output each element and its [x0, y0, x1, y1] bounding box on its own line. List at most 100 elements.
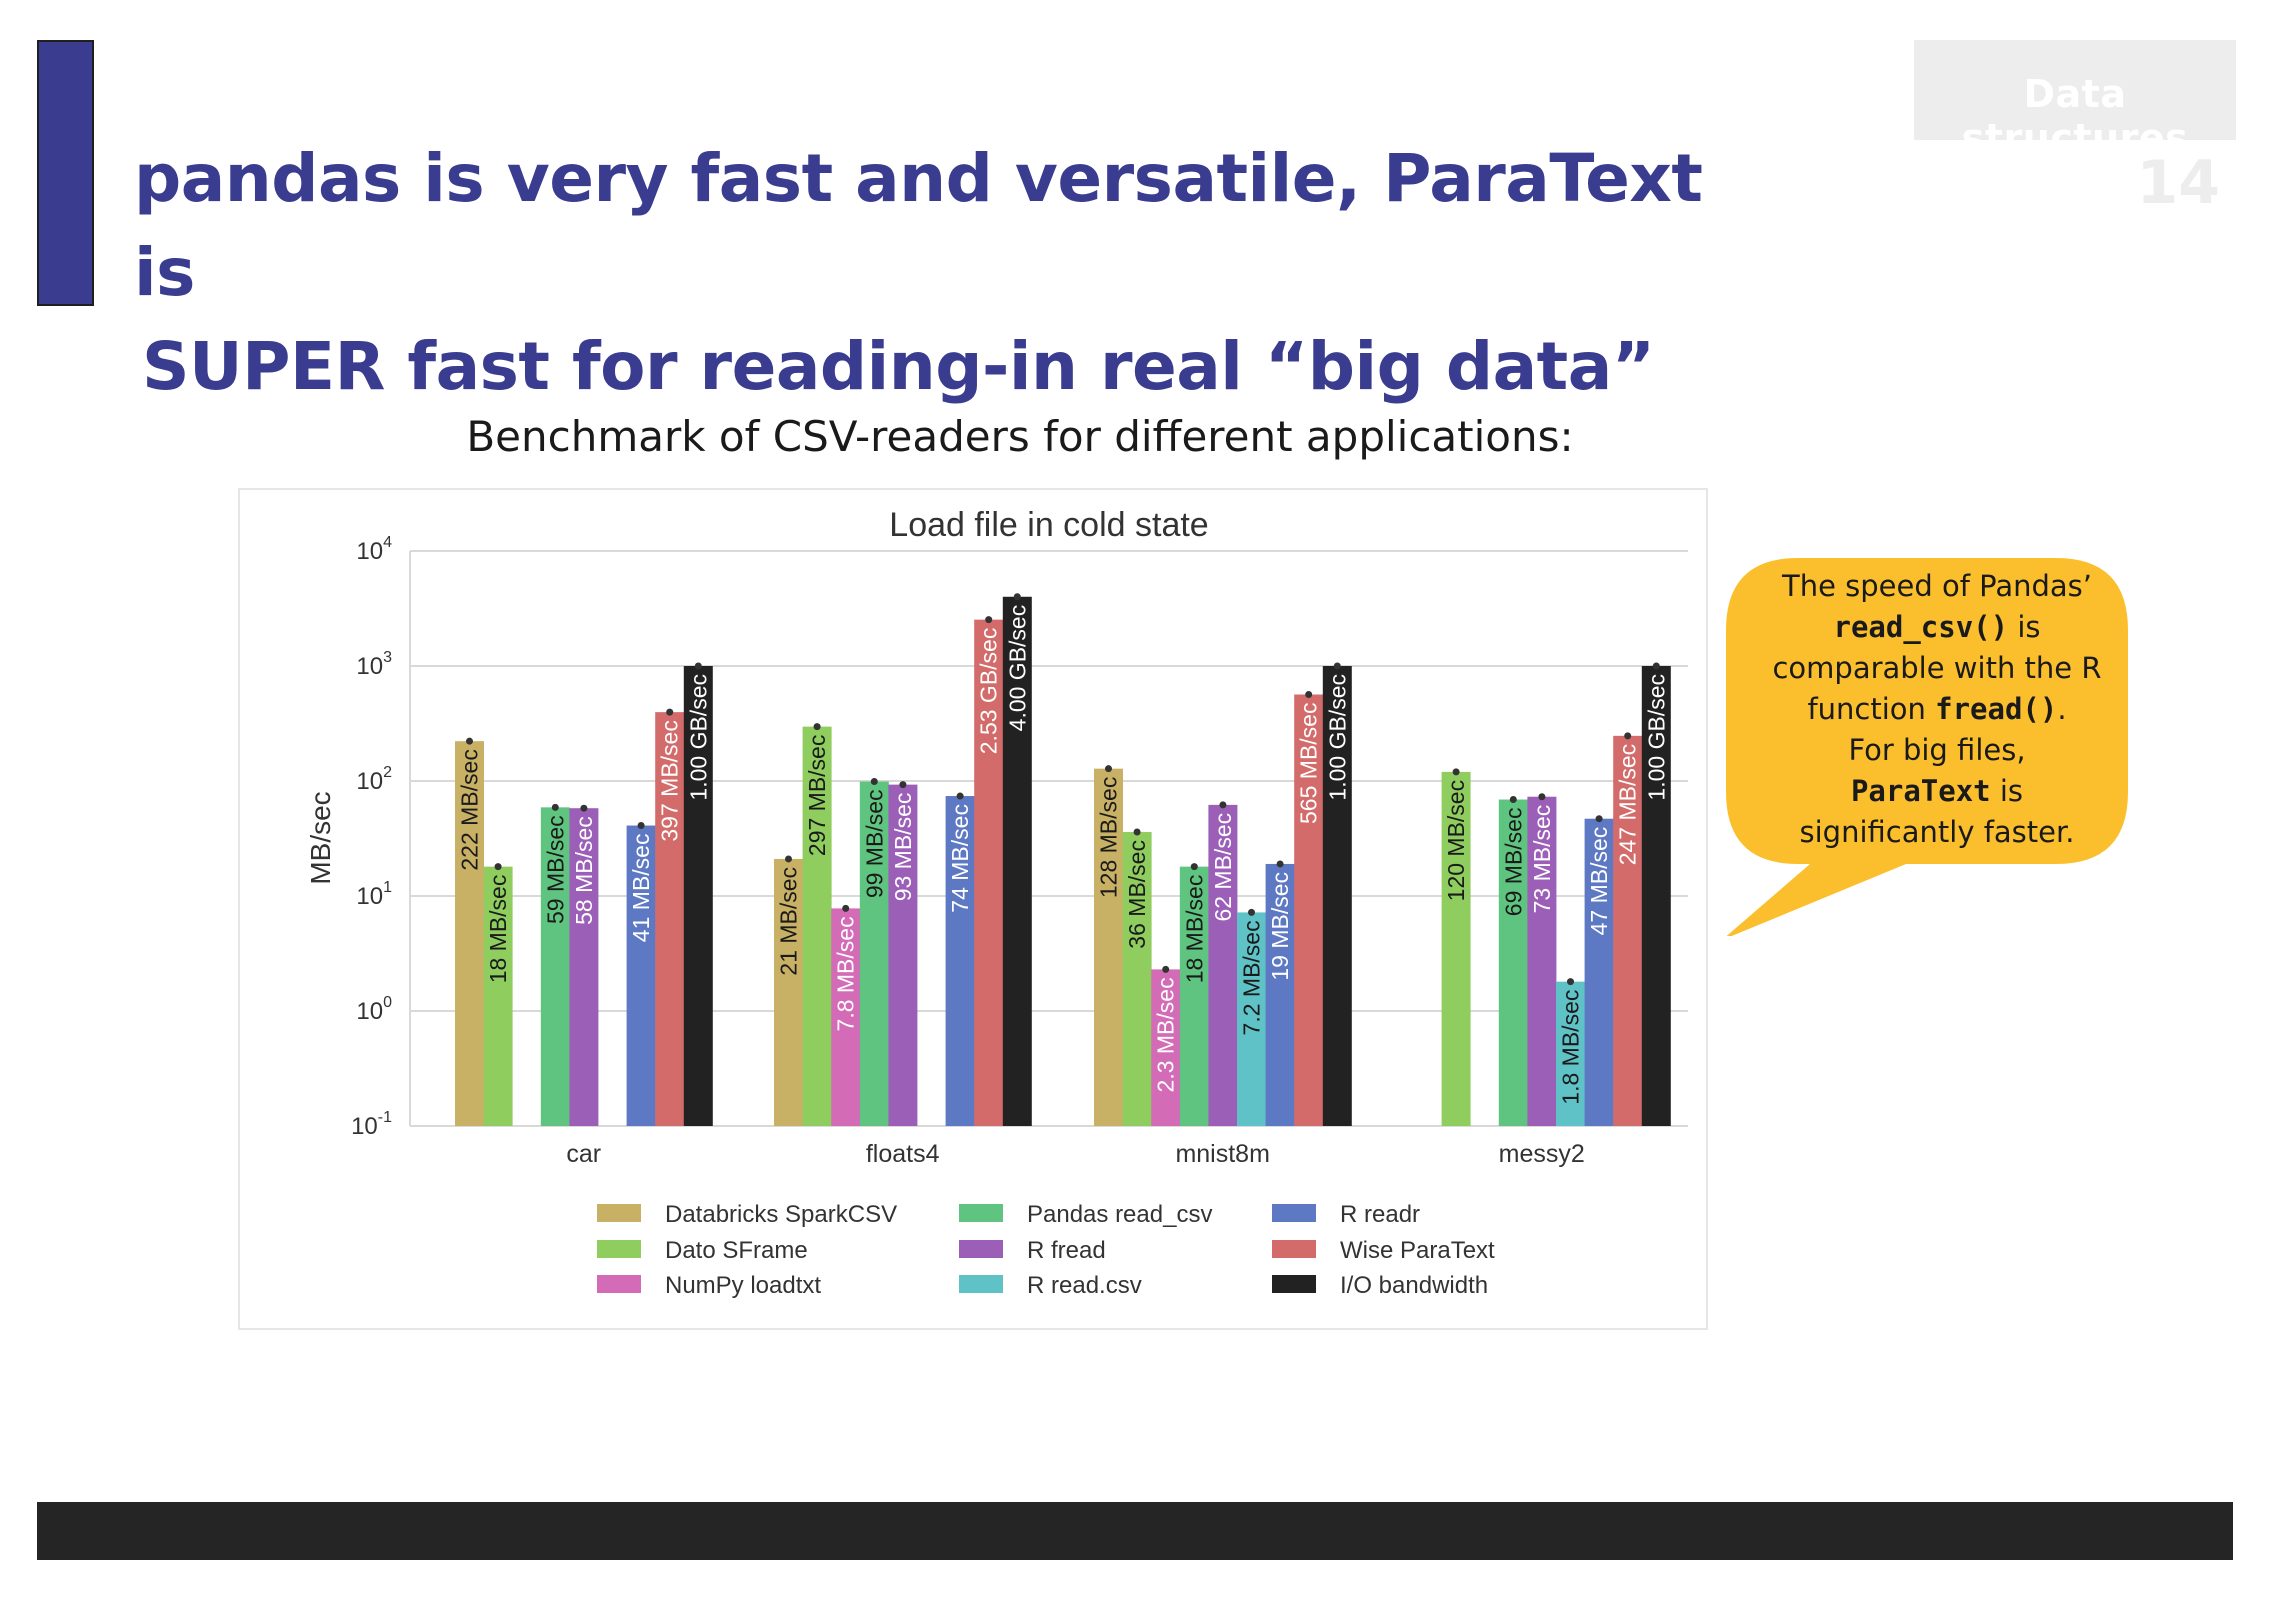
footer-bar	[37, 1502, 2233, 1560]
bar-value-label: 2.53 GB/sec	[976, 628, 1002, 755]
bar	[1498, 799, 1528, 1126]
error-marker	[1190, 863, 1198, 871]
error-marker	[813, 723, 821, 731]
bar	[1584, 818, 1614, 1126]
y-tick-exponent: 0	[383, 994, 392, 1011]
bar	[483, 866, 513, 1126]
callout-line-6: ParaText is	[1744, 771, 2130, 812]
error-marker	[956, 792, 964, 800]
x-tick-label: floats4	[866, 1140, 940, 1168]
callout-code-fread: fread()	[1935, 692, 2058, 726]
bar	[683, 666, 713, 1126]
bar	[1527, 796, 1557, 1126]
error-marker	[1133, 828, 1141, 836]
legend-swatch	[597, 1204, 641, 1222]
error-marker	[1105, 765, 1112, 773]
error-marker	[1013, 593, 1021, 601]
error-marker	[985, 616, 993, 624]
y-tick-label: 100	[356, 994, 392, 1025]
y-tick-exponent: -1	[378, 1109, 392, 1126]
callout-line-4-prefix: function	[1807, 692, 1936, 726]
bar-value-label: 1.00 GB/sec	[1643, 674, 1669, 801]
y-tick-label: 104	[356, 534, 392, 565]
y-tick-label: 10-1	[351, 1109, 392, 1140]
bar	[1441, 771, 1471, 1126]
error-marker	[1333, 662, 1341, 670]
legend-label: NumPy loadtxt	[665, 1272, 821, 1299]
bar	[1556, 981, 1585, 1126]
error-marker	[899, 781, 907, 789]
error-marker	[1452, 768, 1460, 776]
x-tick-label: messy2	[1499, 1140, 1585, 1168]
y-tick-base: 10	[351, 1113, 378, 1140]
bar	[1179, 866, 1209, 1126]
bar	[626, 825, 656, 1126]
callout-line-4-suffix: .	[2057, 692, 2067, 726]
slide-title-line-1: pandas is very fast and versatile, ParaT…	[134, 140, 1703, 311]
x-tick-label: car	[566, 1140, 601, 1168]
bar	[1237, 912, 1266, 1126]
speech-bubble	[1726, 558, 2132, 936]
bar	[774, 858, 803, 1126]
bar-value-label: 73 MB/sec	[1529, 805, 1555, 914]
bar-value-label: 565 MB/sec	[1296, 703, 1322, 824]
slide-title-line-2: SUPER fast for reading-in real “big data…	[142, 328, 1655, 405]
bar	[1265, 863, 1295, 1126]
bar	[1151, 969, 1181, 1126]
bar-value-label: 59 MB/sec	[542, 815, 568, 924]
y-tick-exponent: 3	[383, 649, 392, 666]
bar-value-label: 1.00 GB/sec	[685, 674, 711, 801]
bar	[802, 726, 832, 1126]
bar	[1002, 596, 1032, 1126]
bar	[974, 619, 1004, 1126]
bar-value-label: 7.8 MB/sec	[833, 916, 859, 1031]
callout-line-1: The speed of Pandas’	[1782, 569, 2092, 603]
error-marker	[1595, 815, 1603, 823]
error-marker	[551, 803, 559, 811]
slide-title: pandas is very fast and versatile, ParaT…	[134, 132, 1734, 414]
bar-value-label: 1.8 MB/sec	[1558, 990, 1584, 1105]
bar	[1322, 666, 1352, 1126]
bar-value-label: 397 MB/sec	[657, 720, 683, 841]
bar-value-label: 58 MB/sec	[571, 816, 597, 925]
callout-code-read-csv: read_csv()	[1833, 610, 2009, 644]
callout-line-2-suffix: is	[2008, 610, 2041, 644]
legend-label: R read.csv	[1027, 1272, 1142, 1299]
section-label: Data structures	[1961, 72, 2189, 160]
speech-bubble-text: The speed of Pandas’ read_csv() is compa…	[1744, 566, 2130, 853]
bar	[540, 807, 570, 1126]
callout-line-3: comparable with the R	[1772, 651, 2102, 685]
bar-value-label: 18 MB/sec	[1181, 875, 1207, 984]
bar-value-label: 47 MB/sec	[1586, 827, 1612, 936]
error-marker	[1567, 978, 1574, 986]
error-marker	[870, 778, 878, 786]
legend-swatch	[959, 1275, 1003, 1293]
error-marker	[494, 863, 502, 871]
error-marker	[842, 904, 850, 912]
error-marker	[1276, 860, 1284, 868]
legend-label: I/O bandwidth	[1340, 1272, 1488, 1299]
x-tick-label: mnist8m	[1175, 1140, 1269, 1168]
legend-swatch	[959, 1240, 1003, 1258]
bar-value-label: 2.3 MB/sec	[1153, 977, 1179, 1092]
bar-value-label: 128 MB/sec	[1096, 777, 1122, 898]
bar-value-label: 69 MB/sec	[1500, 808, 1526, 917]
bar	[1641, 666, 1671, 1126]
error-marker	[1305, 691, 1313, 699]
y-tick-exponent: 2	[383, 764, 392, 781]
error-marker	[666, 708, 674, 716]
bar-value-label: 1.00 GB/sec	[1324, 674, 1350, 801]
legend-swatch	[959, 1204, 1003, 1222]
legend-swatch	[1272, 1275, 1316, 1293]
y-axis-label: MB/sec	[305, 791, 336, 884]
bar	[1094, 768, 1123, 1126]
callout-code-paratext: ParaText	[1850, 774, 1991, 808]
chart-title: Load file in cold state	[889, 506, 1208, 544]
legend-swatch	[597, 1275, 641, 1293]
callout-line-6-suffix: is	[1990, 774, 2024, 808]
bar	[859, 781, 889, 1126]
error-marker	[694, 662, 702, 670]
bar-value-label: 222 MB/sec	[457, 749, 483, 870]
bar-value-label: 21 MB/sec	[776, 867, 802, 976]
